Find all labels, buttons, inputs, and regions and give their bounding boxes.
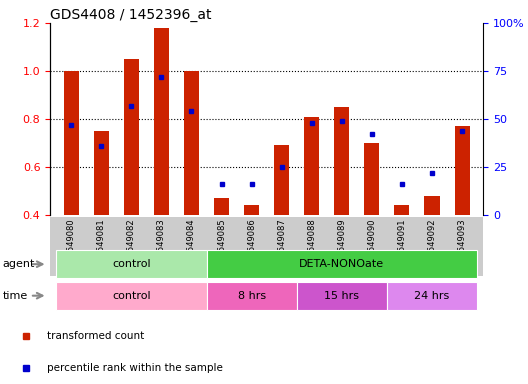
- Text: GSM549080: GSM549080: [67, 219, 76, 269]
- Text: GSM549081: GSM549081: [97, 219, 106, 269]
- Text: 8 hrs: 8 hrs: [238, 291, 266, 301]
- Text: GSM549093: GSM549093: [458, 219, 467, 269]
- Text: GSM549090: GSM549090: [367, 219, 376, 269]
- Bar: [394, 205, 409, 215]
- Bar: [244, 205, 259, 215]
- Bar: [304, 117, 319, 215]
- Bar: [274, 146, 289, 215]
- Text: control: control: [112, 291, 150, 301]
- Bar: [214, 198, 229, 215]
- Bar: [94, 131, 109, 215]
- Text: GSM549087: GSM549087: [277, 219, 286, 270]
- Text: GSM549085: GSM549085: [217, 219, 226, 269]
- Bar: [184, 71, 199, 215]
- Text: GSM549092: GSM549092: [428, 219, 437, 269]
- Bar: [56, 282, 206, 310]
- Text: time: time: [3, 291, 28, 301]
- Text: GSM549083: GSM549083: [157, 219, 166, 270]
- Text: control: control: [112, 259, 150, 269]
- Text: GDS4408 / 1452396_at: GDS4408 / 1452396_at: [50, 8, 212, 22]
- Text: GSM549089: GSM549089: [337, 219, 346, 269]
- Text: GSM549091: GSM549091: [398, 219, 407, 269]
- Bar: [334, 107, 350, 215]
- Bar: [425, 196, 439, 215]
- Text: GSM549086: GSM549086: [247, 219, 256, 270]
- Bar: [206, 282, 297, 310]
- Text: GSM549084: GSM549084: [187, 219, 196, 269]
- Bar: [364, 143, 380, 215]
- Bar: [455, 126, 469, 215]
- Bar: [124, 59, 139, 215]
- Text: agent: agent: [3, 259, 35, 269]
- Bar: [387, 282, 477, 310]
- Text: 24 hrs: 24 hrs: [414, 291, 450, 301]
- Bar: [64, 71, 79, 215]
- Bar: [206, 250, 477, 278]
- Text: GSM549082: GSM549082: [127, 219, 136, 269]
- Text: DETA-NONOate: DETA-NONOate: [299, 259, 384, 269]
- Text: percentile rank within the sample: percentile rank within the sample: [46, 363, 222, 373]
- Bar: [297, 282, 387, 310]
- Bar: [154, 28, 169, 215]
- Bar: [56, 250, 206, 278]
- Text: GSM549088: GSM549088: [307, 219, 316, 270]
- Text: transformed count: transformed count: [46, 331, 144, 341]
- Text: 15 hrs: 15 hrs: [324, 291, 360, 301]
